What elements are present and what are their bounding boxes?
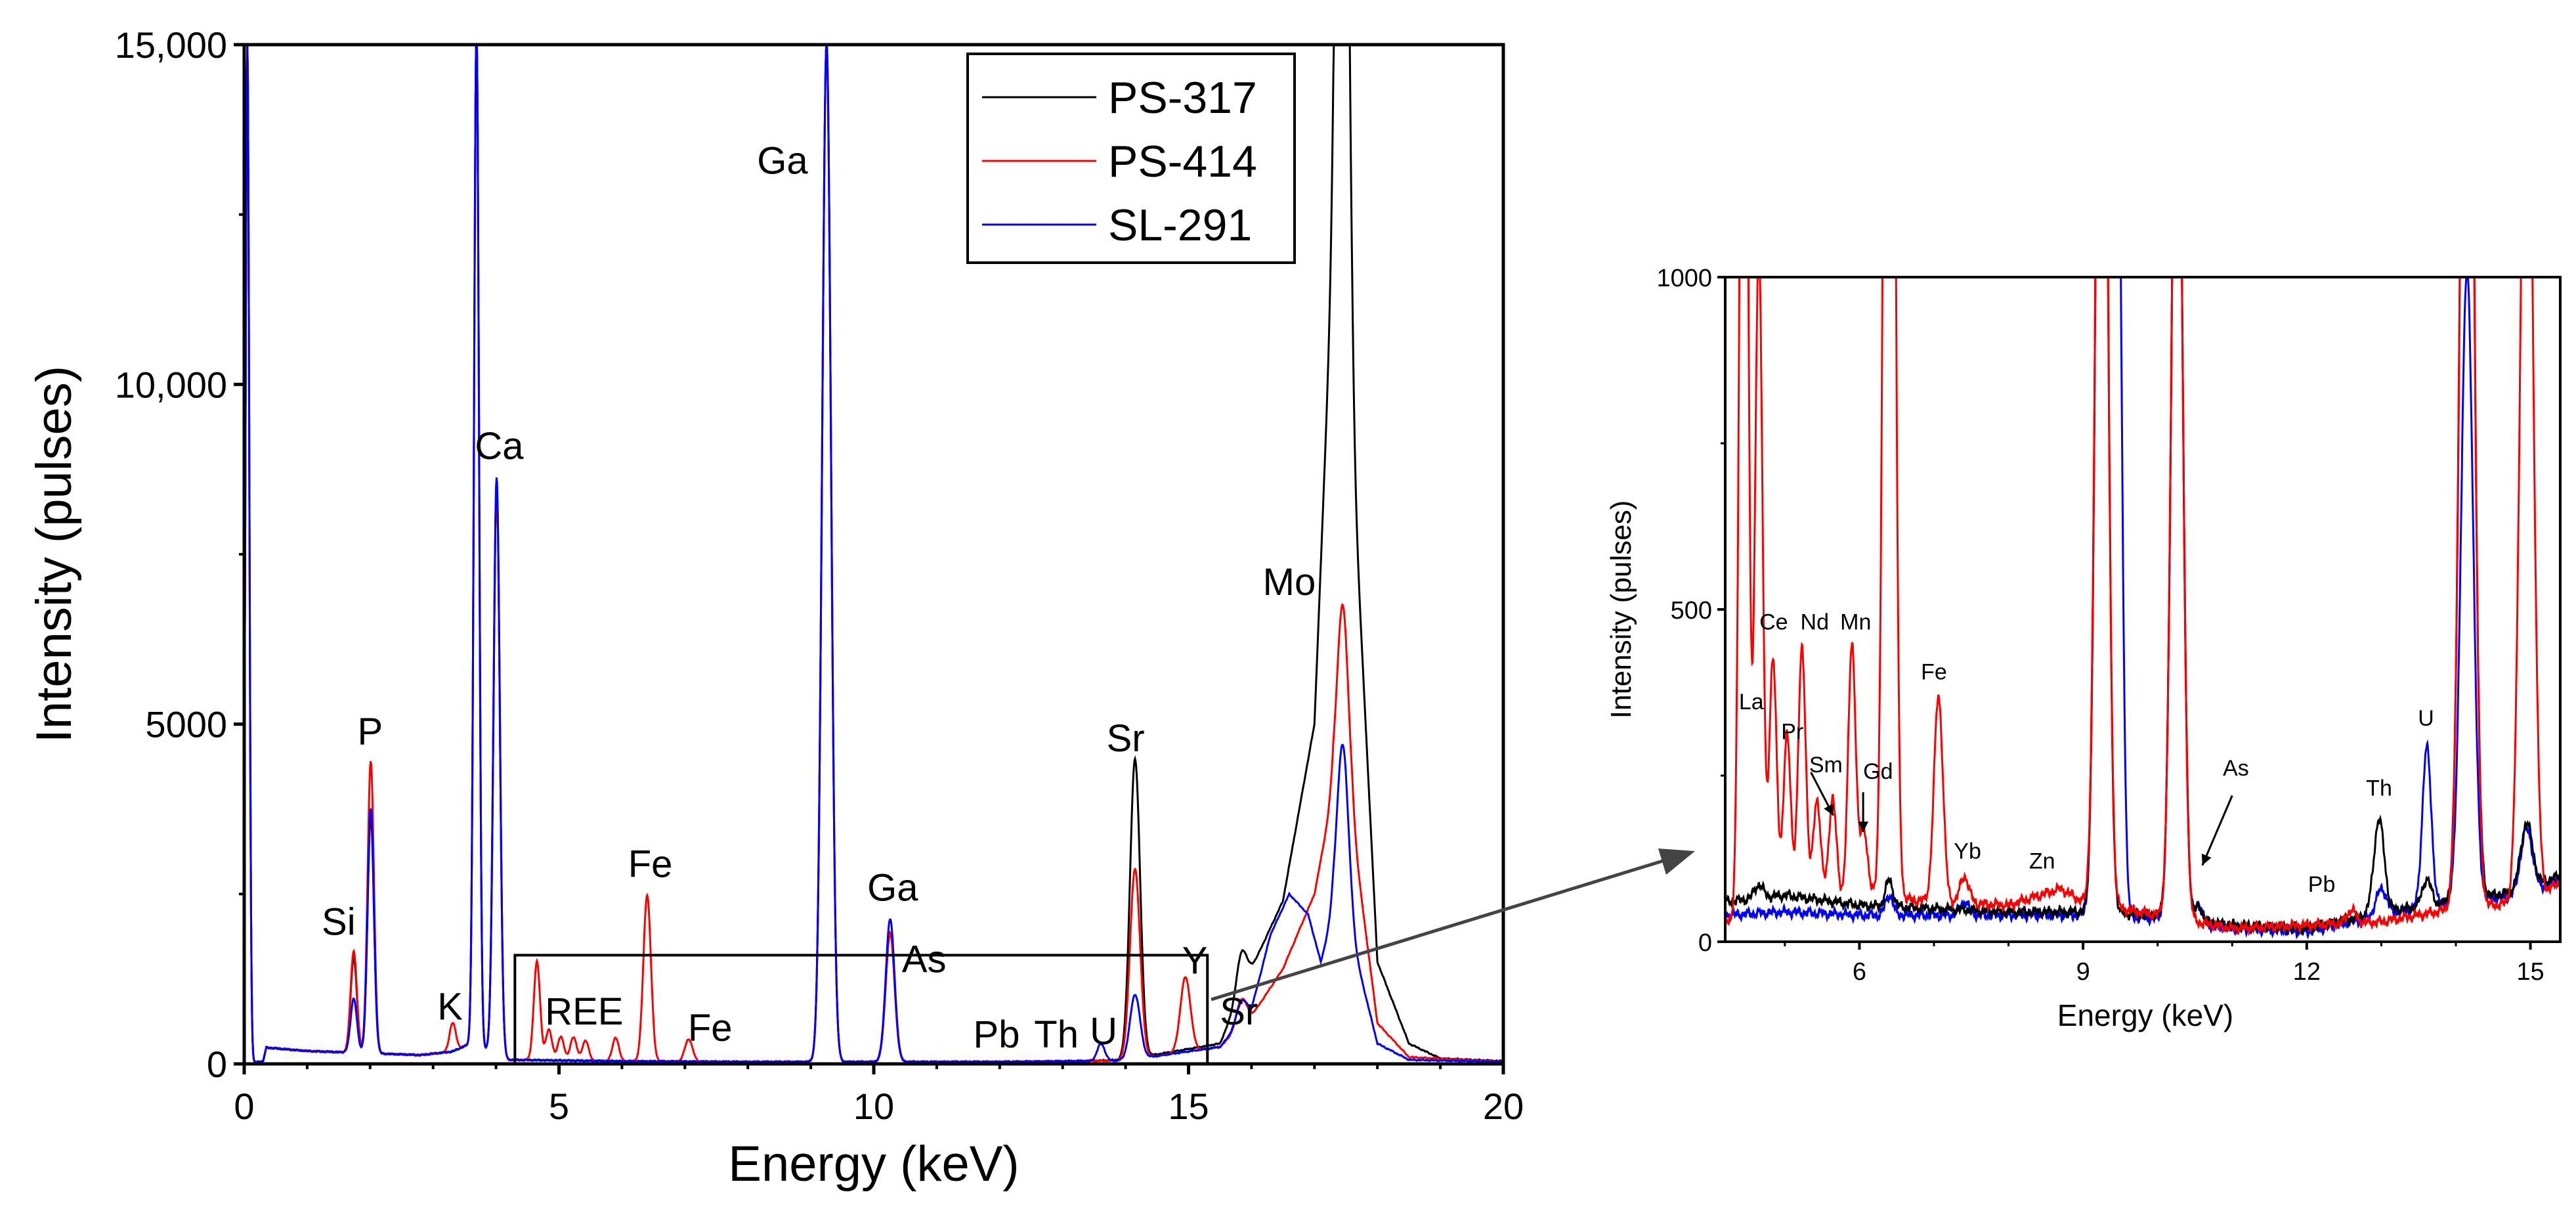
inset-peak-label-pr: Pr <box>1781 719 1803 744</box>
main-y-tick-label-15-000: 15,000 <box>115 24 227 66</box>
inset-series-group <box>1725 277 2560 940</box>
inset-y-tick-label-0: 0 <box>1698 929 1712 957</box>
main-peak-label-mo: Mo <box>1263 561 1316 604</box>
legend: PS-317 PS-414 SL-291 <box>966 53 1296 264</box>
main-chart: 0 5 10 15 20 0 5000 10,000 15,000 Si P K Ca REE Fe Fe G… <box>26 24 1524 1192</box>
inset-y-axis-label: Intensity (pulses) <box>1605 500 1637 719</box>
main-peak-label-ree: REE <box>545 990 623 1033</box>
inset-peak-label-as: As <box>2223 756 2249 781</box>
zoom-connector-arrowhead <box>1658 848 1695 875</box>
inset-region-box <box>513 954 1209 1066</box>
main-peak-label-as: As <box>902 938 947 980</box>
main-x-tick-label-10: 10 <box>853 1086 894 1127</box>
inset-peak-label-nd: Nd <box>1801 609 1829 634</box>
inset-peak-label-mn: Mn <box>1840 609 1871 634</box>
main-peak-label-k: K <box>437 986 463 1028</box>
legend-box <box>966 53 1296 264</box>
main-peak-label-u: U <box>1090 1010 1117 1053</box>
main-peak-label-ca: Ca <box>475 425 524 468</box>
main-peak-label-si: Si <box>322 900 356 943</box>
inset-peak-label-la: La <box>1739 690 1764 715</box>
main-x-tick-label-15: 15 <box>1168 1086 1209 1127</box>
main-series-group <box>244 45 1503 1064</box>
inset-peak-label-yb: Yb <box>1954 839 1981 864</box>
main-y-axis-label: Intensity (pulses) <box>26 366 82 743</box>
main-peak-label-ga: Ga <box>757 140 808 183</box>
inset-series-ps-414 <box>1725 277 2560 936</box>
main-annotations: Si P K Ca REE Fe Fe Ga Ga As Pb Th U Sr Y Sr Mo <box>322 140 1316 1057</box>
main-peak-label-ga: Ga <box>867 867 918 910</box>
inset-pointer-arrowhead <box>2201 853 2212 866</box>
main-peak-label-sr: Sr <box>1220 990 1258 1033</box>
inset-y-tick-label-1000: 1000 <box>1656 265 1712 292</box>
inset-pointer-arrowhead <box>1824 803 1834 816</box>
legend-label-ps-414: PS-414 <box>1108 137 1257 187</box>
inset-x-tick-label-6: 6 <box>1853 958 1866 986</box>
main-peak-label-pb: Pb <box>974 1013 1020 1056</box>
legend-label-sl-291: SL-291 <box>1108 200 1252 250</box>
main-y-tick-label-10-000: 10,000 <box>115 364 227 405</box>
main-peak-label-sr: Sr <box>1107 717 1145 760</box>
inset-peak-label-pb: Pb <box>2308 872 2336 897</box>
main-ticks: 0 5 10 15 20 0 5000 10,000 15,000 <box>115 24 1524 1127</box>
main-peak-label-p: P <box>357 711 383 753</box>
inset-peak-label-fe: Fe <box>1921 659 1947 684</box>
inset-y-tick-label-500: 500 <box>1671 597 1712 625</box>
main-y-tick-label-0: 0 <box>207 1044 227 1085</box>
main-x-tick-label-5: 5 <box>549 1086 569 1127</box>
main-y-tick-label-5000: 5000 <box>145 704 227 745</box>
main-peak-label-fe: Fe <box>688 1007 733 1049</box>
main-x-axis-label: Energy (keV) <box>728 1136 1020 1192</box>
main-x-tick-label-0: 0 <box>234 1086 254 1127</box>
inset-peak-label-sm: Sm <box>1809 753 1843 778</box>
inset-x-tick-label-15: 15 <box>2516 958 2544 986</box>
inset-peak-label-gd: Gd <box>1863 759 1893 784</box>
legend-label-ps-317: PS-317 <box>1108 73 1257 123</box>
main-peak-label-fe: Fe <box>628 843 673 885</box>
zoom-connector <box>1211 848 1695 1002</box>
inset-peak-label-ce: Ce <box>1759 609 1788 634</box>
main-peak-label-th: Th <box>1034 1013 1079 1056</box>
inset-x-axis-label: Energy (keV) <box>2057 998 2233 1032</box>
inset-peak-label-zn: Zn <box>2029 849 2055 874</box>
inset-ticks: 6 9 12 15 0 500 1000 <box>1656 265 2544 986</box>
inset-pointer-arrowhead <box>1858 822 1869 833</box>
inset-pointer-arrow <box>2201 795 2233 866</box>
inset-x-tick-label-9: 9 <box>2076 958 2090 986</box>
inset-x-tick-label-12: 12 <box>2293 958 2321 986</box>
inset-peak-label-th: Th <box>2366 776 2392 801</box>
main-series-sl-291 <box>244 45 1503 1064</box>
main-peak-label-y: Y <box>1182 939 1208 982</box>
inset-peak-label-u: U <box>2418 706 2434 731</box>
zoom-connector-line <box>1211 858 1665 1002</box>
main-x-tick-label-20: 20 <box>1483 1086 1524 1127</box>
